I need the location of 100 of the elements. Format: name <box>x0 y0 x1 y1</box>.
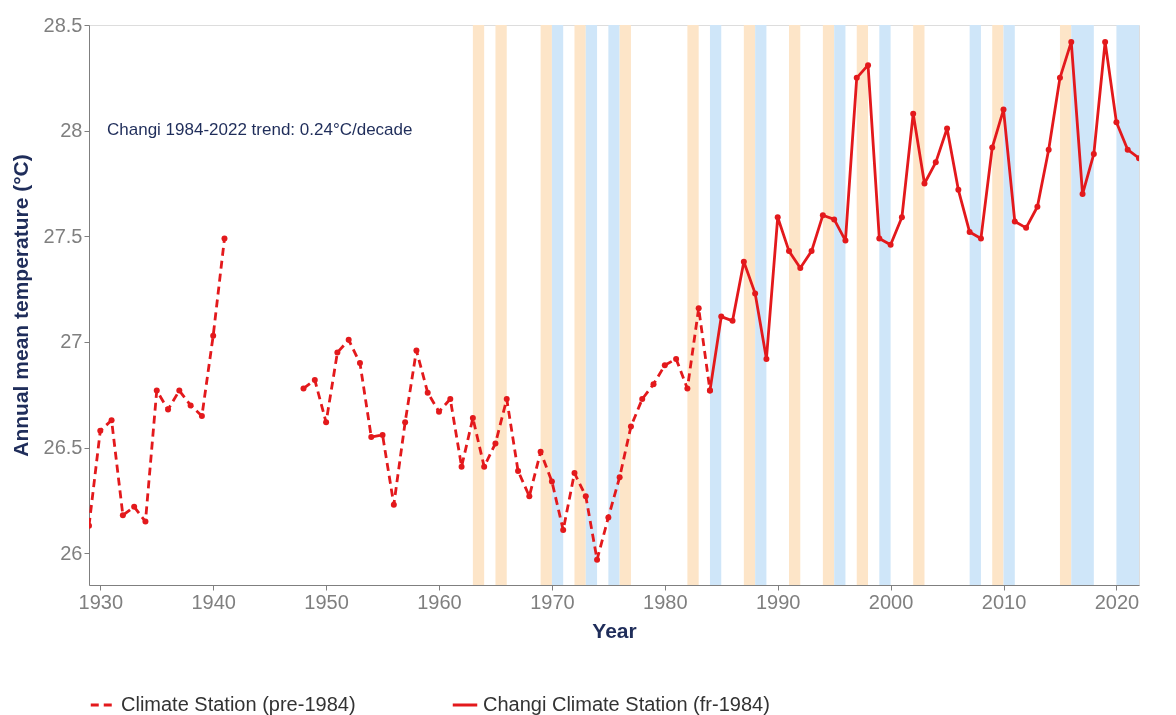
point <box>605 514 612 521</box>
point <box>989 144 996 151</box>
y-tick-label: 26.5 <box>43 436 83 459</box>
x-tick-label: 2000 <box>868 590 914 613</box>
point <box>492 440 499 447</box>
point <box>718 313 725 320</box>
point <box>1079 191 1086 198</box>
y-tick-label: 27.5 <box>43 224 83 247</box>
point <box>673 355 680 362</box>
point <box>119 512 126 519</box>
point <box>515 467 522 474</box>
x-tick-label: 1960 <box>417 590 462 613</box>
point <box>165 406 172 413</box>
point <box>616 474 623 481</box>
point <box>108 417 115 424</box>
point <box>379 431 386 438</box>
point <box>639 396 646 403</box>
point <box>763 355 770 362</box>
point <box>797 265 804 272</box>
x-tick-label: 2020 <box>1094 590 1140 613</box>
y-tick-label: 28 <box>60 119 83 142</box>
point <box>458 463 465 470</box>
x-tick-label: 2010 <box>981 590 1027 613</box>
x-axis-title: Year <box>592 618 637 642</box>
point <box>503 396 510 403</box>
x-tick-label: 1980 <box>643 590 688 613</box>
point <box>1023 224 1030 231</box>
point <box>447 396 454 403</box>
point <box>210 332 217 339</box>
point <box>831 216 838 223</box>
point <box>887 241 894 248</box>
point <box>176 387 183 394</box>
point <box>1056 74 1063 81</box>
point <box>345 336 352 343</box>
point <box>571 470 578 476</box>
point <box>695 305 702 312</box>
point <box>819 212 826 219</box>
point <box>752 290 759 297</box>
point <box>966 229 973 236</box>
point <box>594 556 601 563</box>
point <box>932 159 939 166</box>
point <box>898 214 905 221</box>
point <box>560 527 567 534</box>
x-tick-label: 1990 <box>755 590 801 613</box>
point <box>1000 106 1007 113</box>
x-tick-label: 1940 <box>191 590 236 613</box>
x-tick-label: 1950 <box>304 590 349 613</box>
point <box>582 493 589 500</box>
point <box>1011 218 1018 225</box>
point <box>142 518 149 525</box>
point <box>865 62 872 69</box>
point <box>1034 203 1041 210</box>
point <box>187 402 194 409</box>
y-tick-label: 28.5 <box>43 13 83 36</box>
point <box>955 186 962 193</box>
point <box>548 478 555 485</box>
point <box>469 415 476 422</box>
point <box>311 377 318 384</box>
point <box>131 503 138 510</box>
legend-label: Changi Climate Station (fr-1984) <box>483 693 770 715</box>
point <box>977 235 984 242</box>
point <box>774 214 781 221</box>
annotation: Changi 1984-2022 trend: 0.24°C/decade <box>107 120 413 139</box>
point <box>221 235 228 242</box>
point <box>910 110 917 117</box>
point <box>853 74 860 81</box>
point <box>368 434 375 441</box>
y-tick-label: 27 <box>60 330 83 353</box>
x-tick-label: 1970 <box>530 590 575 613</box>
point <box>1068 38 1075 45</box>
point <box>684 385 691 392</box>
point <box>323 419 330 426</box>
point <box>1045 146 1052 153</box>
point <box>481 463 488 470</box>
point <box>97 427 104 434</box>
point <box>661 362 668 369</box>
y-tick-label: 26 <box>60 541 83 564</box>
point <box>1090 150 1097 157</box>
point <box>921 180 928 187</box>
point <box>1113 119 1120 126</box>
point <box>740 258 747 265</box>
point <box>537 448 544 455</box>
point <box>413 347 420 354</box>
point <box>436 408 442 415</box>
legend-label: Climate Station (pre-1984) <box>121 693 356 715</box>
point <box>944 125 951 132</box>
point <box>786 248 792 255</box>
point <box>842 237 849 244</box>
point <box>627 423 634 430</box>
point <box>526 493 533 500</box>
point <box>808 248 815 255</box>
point <box>650 381 657 388</box>
point <box>334 349 341 356</box>
point <box>153 387 160 394</box>
point <box>402 419 409 426</box>
point <box>198 412 205 419</box>
point <box>729 317 736 324</box>
x-tick-label: 1930 <box>78 590 124 613</box>
point <box>356 360 363 367</box>
point <box>300 385 307 392</box>
